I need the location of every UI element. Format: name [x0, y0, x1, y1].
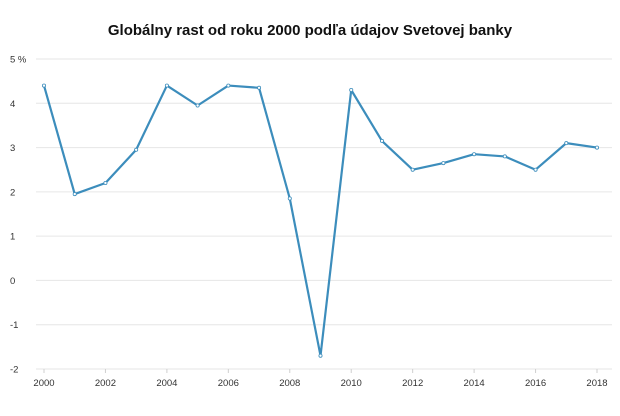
data-point	[195, 103, 200, 108]
x-tick-label: 2002	[95, 378, 116, 389]
y-axis: 5 % 4 3 2 1 0 -1 -2	[10, 55, 27, 376]
data-point	[472, 152, 477, 157]
x-tick-label: 2012	[402, 378, 423, 389]
y-tick-label: -2	[10, 365, 18, 376]
data-point	[379, 138, 384, 143]
y-tick-label: -1	[10, 320, 18, 331]
data-point	[257, 85, 262, 90]
data-point	[226, 83, 231, 88]
data-point	[502, 154, 507, 159]
x-axis: 2000 2002 2004 2006 2008 2010 2012 2014 2016 2018	[33, 369, 608, 389]
y-tick-label: 4	[10, 99, 15, 110]
x-tick-label: 2010	[341, 378, 362, 389]
x-tick-label: 2014	[464, 378, 485, 389]
data-point	[103, 180, 108, 185]
x-tick-label: 2000	[33, 378, 54, 389]
y-tick-label: 5 %	[10, 55, 27, 66]
data-point	[533, 167, 538, 172]
data-point	[349, 88, 354, 93]
data-point	[564, 141, 569, 146]
data-point	[595, 145, 600, 150]
data-point	[134, 147, 139, 152]
x-tick-label: 2008	[279, 378, 300, 389]
data-point	[287, 196, 292, 201]
data-point	[42, 83, 47, 88]
chart-title: Globálny rast od roku 2000 podľa údajov …	[107, 22, 513, 39]
series-layer	[42, 83, 600, 358]
y-tick-label: 2	[10, 187, 15, 198]
x-tick-label: 2004	[156, 378, 177, 389]
x-tick-label: 2018	[586, 378, 607, 389]
data-point	[441, 161, 446, 166]
y-tick-label: 0	[10, 276, 15, 287]
data-point	[72, 192, 77, 197]
y-tick-label: 1	[10, 232, 15, 243]
series-line	[42, 84, 599, 357]
x-tick-label: 2016	[525, 378, 546, 389]
y-tick-label: 3	[10, 143, 15, 154]
x-tick-label: 2006	[218, 378, 239, 389]
data-point	[318, 353, 323, 358]
data-point	[164, 83, 169, 88]
data-point	[410, 167, 415, 172]
gridlines	[36, 58, 612, 370]
